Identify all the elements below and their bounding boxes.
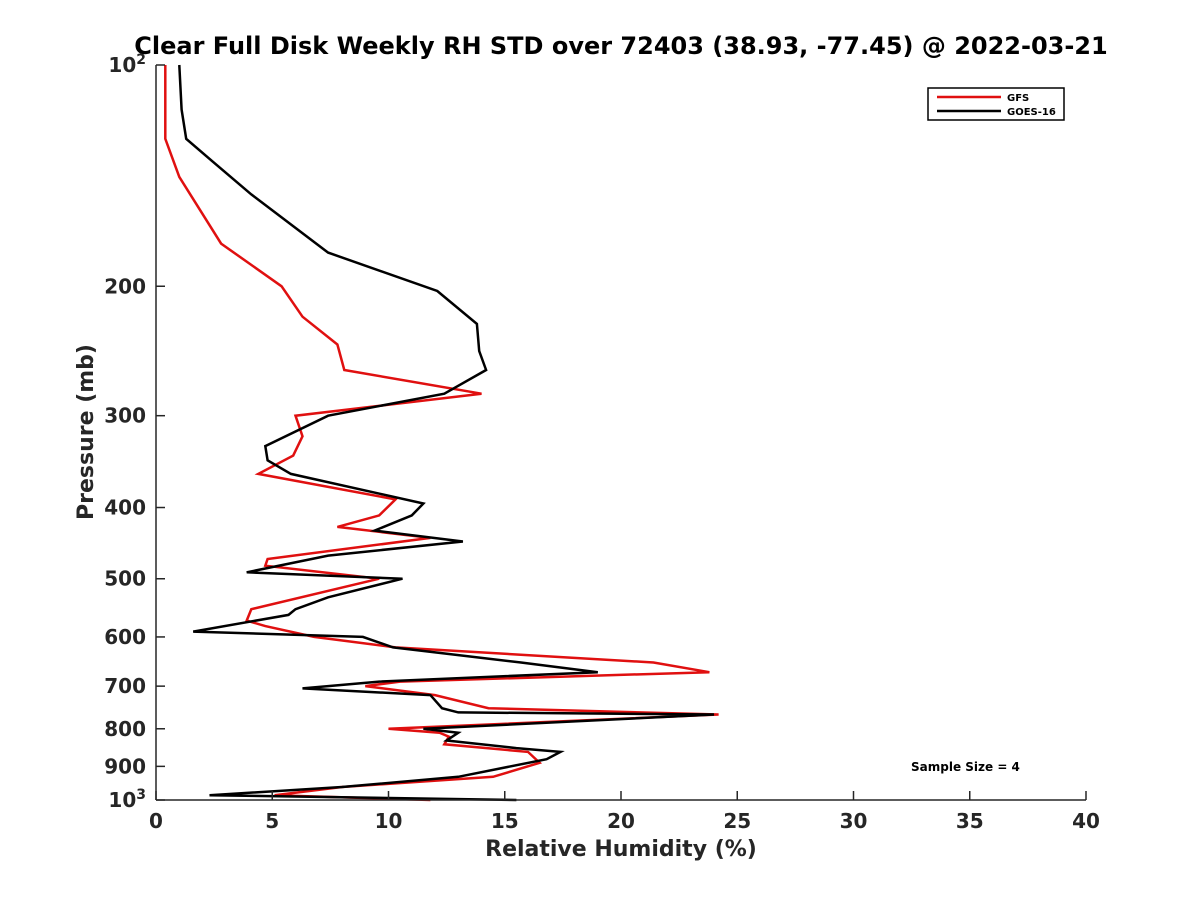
x-tick-label: 30: [840, 809, 868, 833]
y-tick-label: 102: [108, 52, 146, 77]
series-layer: [164, 64, 719, 802]
x-tick-label: 40: [1072, 809, 1100, 833]
y-tick-label: 900: [104, 754, 146, 778]
y-tick-label: 300: [104, 404, 146, 428]
x-tick-label: 10: [375, 809, 403, 833]
y-tick-label: 700: [104, 674, 146, 698]
legend-label-goes-16: GOES-16: [1007, 107, 1056, 118]
ticks-layer: 0 5 10 15 20 25 30 35 40 102 200 300 400 500 600 700 800…: [104, 52, 1100, 833]
x-tick-label: 20: [607, 809, 635, 833]
sample-size-annotation: Sample Size = 4: [911, 760, 1020, 774]
legend-label-gfs: GFS: [1007, 93, 1029, 104]
x-tick-label: 0: [149, 809, 163, 833]
x-tick-label: 35: [956, 809, 984, 833]
y-tick-label: 103: [108, 787, 146, 812]
legend: GFS GOES-16: [927, 87, 1065, 121]
chart-title: Clear Full Disk Weekly RH STD over 72403…: [134, 32, 1107, 60]
x-axis-label: Relative Humidity (%): [485, 837, 757, 862]
x-tick-label: 5: [265, 809, 279, 833]
y-axis-label: Pressure (mb): [74, 344, 99, 520]
plot-area: [156, 65, 1086, 800]
y-tick-label: 600: [104, 625, 146, 649]
legend-box: [927, 87, 1065, 121]
series-line-goes-16: [178, 64, 715, 802]
y-tick-label: 200: [104, 274, 146, 298]
series-line-gfs: [164, 65, 719, 802]
y-tick-label: 400: [104, 496, 146, 520]
y-tick-label: 500: [104, 567, 146, 591]
x-tick-label: 15: [491, 809, 519, 833]
x-tick-label: 25: [723, 809, 751, 833]
y-tick-label: 800: [104, 717, 146, 741]
